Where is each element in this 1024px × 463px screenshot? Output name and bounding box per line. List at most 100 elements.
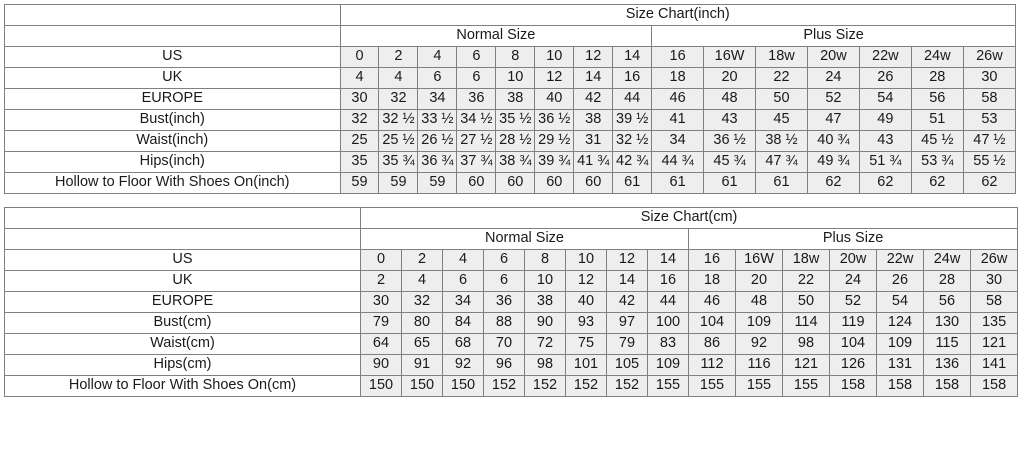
cell: 136 xyxy=(923,354,971,376)
row-label: EUROPE xyxy=(4,291,361,313)
cell: 47 ½ xyxy=(962,130,1017,152)
cell: 36 xyxy=(483,291,525,313)
row-label: UK xyxy=(4,67,341,89)
cell: 34 xyxy=(417,88,458,110)
title-row: Size Chart(cm) xyxy=(4,207,1019,229)
cell: 30 xyxy=(962,67,1017,89)
cell: 34 xyxy=(651,130,705,152)
cell: 26 xyxy=(858,67,912,89)
cell: 25 xyxy=(339,130,380,152)
cell: 44 xyxy=(612,88,653,110)
cell: 16W xyxy=(735,249,783,271)
cell: 26 ½ xyxy=(417,130,458,152)
cell: 34 ½ xyxy=(456,109,497,131)
cell: 93 xyxy=(565,312,607,334)
cell: 46 xyxy=(688,291,736,313)
cell: 62 xyxy=(806,172,860,194)
cell: 8 xyxy=(495,46,536,68)
cell: 41 xyxy=(651,109,705,131)
cell: 124 xyxy=(876,312,924,334)
cell: 16 xyxy=(647,270,689,292)
row-label: US xyxy=(4,249,361,271)
cell: 152 xyxy=(524,375,566,397)
group-header-row: Normal Size Plus Size xyxy=(4,25,1016,47)
cell: 32 xyxy=(339,109,380,131)
chart-title: Size Chart(inch) xyxy=(339,4,1017,26)
cell: 24 xyxy=(829,270,877,292)
cell: 6 xyxy=(456,67,497,89)
table-row: EUROPE 30 32 34 36 38 40 42 44 46 48 50 52 54 56 58 xyxy=(4,291,1019,313)
cell: 10 xyxy=(534,46,575,68)
cell: 155 xyxy=(647,375,689,397)
group-header-normal-size: Normal Size xyxy=(339,25,653,47)
cell: 35 xyxy=(339,151,380,173)
cell: 39 ½ xyxy=(612,109,653,131)
cell: 40 xyxy=(534,88,575,110)
cell: 16 xyxy=(612,67,653,89)
cell: 42 ¾ xyxy=(612,151,653,173)
cell: 18 xyxy=(688,270,736,292)
cell: 42 xyxy=(606,291,648,313)
cell: 131 xyxy=(876,354,924,376)
cell: 90 xyxy=(524,312,566,334)
cell: 0 xyxy=(339,46,380,68)
cell: 39 ¾ xyxy=(534,151,575,173)
cell: 36 ¾ xyxy=(417,151,458,173)
group-header-plus-size: Plus Size xyxy=(651,25,1016,47)
cell: 56 xyxy=(923,291,971,313)
cell: 155 xyxy=(782,375,830,397)
cell: 49 xyxy=(858,109,912,131)
cell: 91 xyxy=(401,354,443,376)
cell: 44 ¾ xyxy=(651,151,705,173)
table-row: EUROPE 30 32 34 36 38 40 42 44 46 48 50 52 54 56 58 xyxy=(4,88,1017,110)
title-row: Size Chart(inch) xyxy=(4,4,1017,26)
cell: 6 xyxy=(442,270,484,292)
row-label: Hollow to Floor With Shoes On(cm) xyxy=(4,375,361,397)
cell: 72 xyxy=(524,333,566,355)
cell: 155 xyxy=(735,375,783,397)
group-header-row: Normal Size Plus Size xyxy=(4,228,1019,250)
cell: 112 xyxy=(688,354,736,376)
cell: 62 xyxy=(858,172,912,194)
cell: 6 xyxy=(456,46,497,68)
cell: 41 ¾ xyxy=(573,151,614,173)
cell: 56 xyxy=(910,88,964,110)
row-label: US xyxy=(4,46,341,68)
table-row: Hollow to Floor With Shoes On(cm) 150 150 1… xyxy=(4,375,1019,397)
cell: 12 xyxy=(573,46,614,68)
row-label: Bust(cm) xyxy=(4,312,361,334)
cell: 46 xyxy=(651,88,705,110)
cell: 126 xyxy=(829,354,877,376)
cell: 109 xyxy=(647,354,689,376)
cell: 47 ¾ xyxy=(755,151,808,173)
cell: 55 ½ xyxy=(962,151,1017,173)
cell: 14 xyxy=(573,67,614,89)
cell: 24w xyxy=(910,46,964,68)
cell: 4 xyxy=(417,46,458,68)
cell: 60 xyxy=(573,172,614,194)
row-label: Waist(cm) xyxy=(4,333,361,355)
cell: 28 xyxy=(910,67,964,89)
cell: 88 xyxy=(483,312,525,334)
cell: 20 xyxy=(703,67,757,89)
cell: 26 xyxy=(876,270,924,292)
row-label: Hips(cm) xyxy=(4,354,361,376)
row-label: Hollow to Floor With Shoes On(inch) xyxy=(4,172,341,194)
cell: 52 xyxy=(806,88,860,110)
cell: 80 xyxy=(401,312,443,334)
cell: 12 xyxy=(606,249,648,271)
cell: 92 xyxy=(735,333,783,355)
cell: 25 ½ xyxy=(378,130,419,152)
cell: 22 xyxy=(755,67,808,89)
cell: 158 xyxy=(923,375,971,397)
cell: 38 ½ xyxy=(755,130,808,152)
size-chart-tables-container: Size Chart(inch) Normal Size Plus Size US 0 2… xyxy=(4,4,1019,397)
cell: 18 xyxy=(651,67,705,89)
cell: 10 xyxy=(524,270,566,292)
cell: 96 xyxy=(483,354,525,376)
cell: 51 xyxy=(910,109,964,131)
cell: 12 xyxy=(565,270,607,292)
cell: 100 xyxy=(647,312,689,334)
cell: 79 xyxy=(360,312,402,334)
table-row: Bust(inch) 32 32 ½ 33 ½ 34 ½ 35 ½ 36 ½ 38 39 ½ 41… xyxy=(4,109,1017,131)
